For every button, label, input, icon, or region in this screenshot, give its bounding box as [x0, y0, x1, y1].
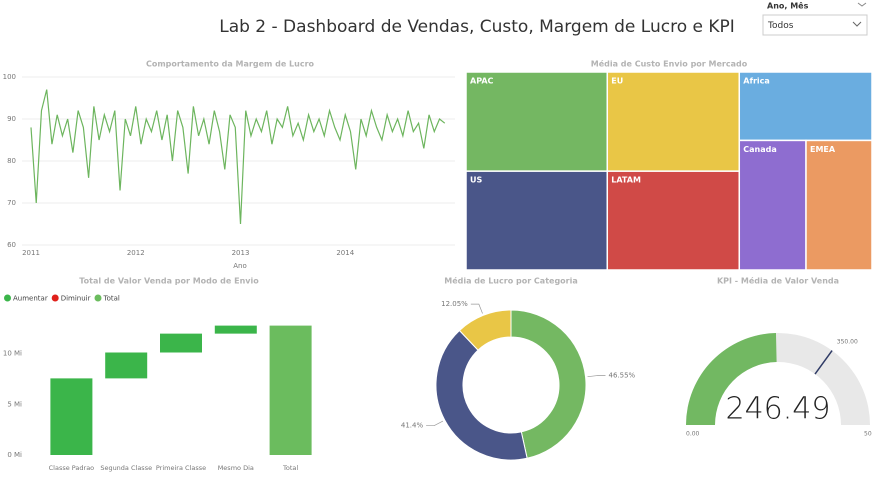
- gauge-min-label: 0.00: [686, 431, 700, 438]
- chart-title: Comportamento da Margem de Lucro: [146, 60, 315, 69]
- donut-slice: [458, 309, 512, 351]
- data-label: 46.55%: [608, 372, 635, 380]
- x-tick-label: 2013: [232, 249, 250, 257]
- tile-label: APAC: [470, 77, 494, 86]
- dropdown-value[interactable]: Todos: [767, 21, 794, 31]
- treemap-tile: [805, 139, 872, 271]
- treemap-tile: [738, 139, 807, 271]
- waterfall-bar: [160, 333, 202, 353]
- legend-marker: [4, 294, 11, 302]
- slicer-label: Ano, Mês: [767, 1, 809, 11]
- data-label: 12.05%: [441, 300, 468, 308]
- donut-slice: [510, 309, 587, 459]
- treemap-tile: [606, 170, 741, 271]
- legend-marker: [94, 294, 102, 302]
- slicer-clear[interactable]: [857, 2, 867, 7]
- chart-title: Média de Lucro por Categoria: [444, 276, 578, 286]
- legend-marker: [51, 294, 59, 302]
- gauge-value-arc: [686, 333, 777, 425]
- slicer-dropdown[interactable]: Todos: [762, 14, 868, 36]
- leader-line: [470, 303, 483, 314]
- treemap-tile: [606, 71, 741, 172]
- y-tick-label: 0 Mi: [7, 451, 22, 459]
- x-tick-label: Mesmo Dia: [218, 464, 254, 472]
- tile-label: LATAM: [611, 176, 641, 185]
- tile-label: EMEA: [810, 145, 836, 154]
- gauge-value: 246.49: [726, 392, 831, 427]
- x-tick-label: Classe Padrao: [49, 464, 95, 472]
- waterfall-bar: [269, 325, 312, 455]
- target-label: 350.00: [837, 339, 858, 346]
- gauge-max-label: 500.00: [864, 431, 872, 438]
- waterfall-bar: [50, 378, 93, 455]
- x-tick-label: 2012: [127, 249, 145, 257]
- x-axis-label: Ano: [233, 262, 247, 270]
- x-tick-label: Total: [282, 464, 298, 472]
- chart-title: Total de Valor Venda por Modo de Envio: [79, 277, 259, 286]
- tile-label: US: [470, 176, 482, 185]
- x-tick-label: 2011: [22, 249, 40, 257]
- chart-title: Média de Custo Envio por Mercado: [591, 59, 748, 69]
- legend-label: Diminuir: [61, 295, 91, 303]
- y-tick-label: 70: [7, 199, 16, 207]
- dropdown-box[interactable]: [762, 14, 868, 36]
- tile-label: Africa: [743, 77, 770, 86]
- line-series: [30, 89, 446, 225]
- y-tick-label: 5 Mi: [7, 400, 22, 408]
- legend-label: Aumentar: [13, 295, 48, 303]
- dropdown-arrow[interactable]: [852, 21, 862, 27]
- dashboard-title: Lab 2 - Dashboard de Vendas, Custo, Marg…: [219, 17, 735, 37]
- x-tick-label: Primeira Classe: [156, 464, 206, 472]
- x-tick-label: 2014: [336, 249, 354, 257]
- waterfall-bar: [214, 325, 257, 334]
- x-tick-label: Segunda Classe: [100, 464, 152, 472]
- legend-label: Total: [103, 295, 120, 303]
- y-tick-label: 10 Mi: [3, 350, 22, 358]
- tile-label: Canada: [743, 145, 777, 154]
- leader-line: [587, 375, 606, 378]
- gauge-target: [814, 350, 833, 375]
- y-tick-label: 60: [7, 241, 16, 249]
- y-tick-label: 80: [7, 157, 16, 165]
- data-label: 41.4%: [401, 422, 424, 430]
- tile-label: EU: [611, 77, 623, 86]
- y-tick-label: 100: [3, 73, 16, 81]
- donut-slice: [435, 329, 528, 461]
- y-tick-label: 90: [7, 115, 16, 123]
- leader-line: [426, 420, 444, 427]
- waterfall-bar: [105, 352, 148, 379]
- treemap-tile: [465, 71, 609, 172]
- chart-title: KPI - Média de Valor Venda: [717, 276, 839, 286]
- treemap-tile: [465, 170, 609, 271]
